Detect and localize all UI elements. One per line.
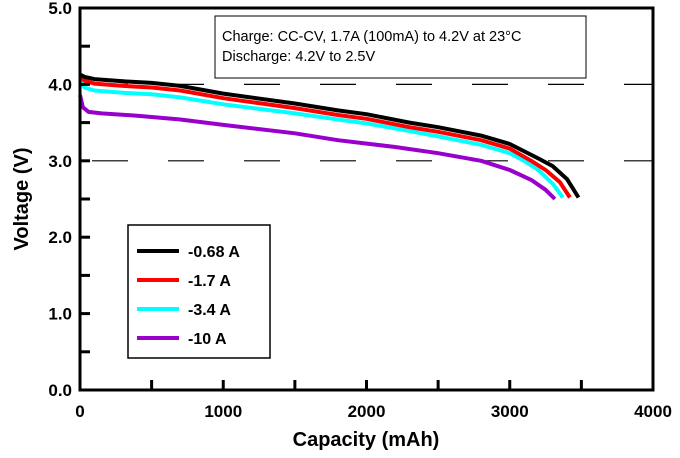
- series-line-068A: [79, 72, 581, 199]
- x-tick-label: 1000: [204, 402, 242, 421]
- annotation-line-1: Charge: CC-CV, 1.7A (100mA) to 4.2V at 2…: [222, 29, 521, 45]
- y-tick-label: 1.0: [48, 305, 72, 324]
- series-line-34A: [78, 79, 565, 199]
- axis-ticks: 0.0 1.0 2.0 3.0 4.0 5.0 0 1000 2000 3000 4000: [48, 0, 672, 421]
- annotation-box: Charge: CC-CV, 1.7A (100mA) to 4.2V at 2…: [214, 15, 587, 79]
- y-axis-label: Voltage (V): [11, 148, 33, 251]
- series-line-10A: [78, 94, 557, 201]
- x-tick-label: 3000: [491, 402, 529, 421]
- x-tick-label: 0: [75, 402, 84, 421]
- x-axis-label: Capacity (mAh): [293, 429, 440, 451]
- annotation-line-2: Discharge: 4.2V to 2.5V: [222, 49, 375, 65]
- y-tick-label: 3.0: [48, 152, 72, 171]
- y-tick-label: 2.0: [48, 228, 72, 247]
- legend-label: -0.68 A: [188, 244, 240, 261]
- series-lines: [78, 72, 581, 201]
- legend-label: -10 A: [188, 331, 227, 348]
- series-line-17A: [78, 73, 572, 199]
- y-tick-label: 4.0: [48, 75, 72, 94]
- x-tick-label: 2000: [348, 402, 386, 421]
- legend-label: -3.4 A: [188, 302, 231, 319]
- x-tick-label: 4000: [634, 402, 672, 421]
- legend-label: -1.7 A: [188, 273, 231, 290]
- legend: -0.68 A -1.7 A -3.4 A -10 A: [127, 224, 271, 359]
- y-tick-label: 5.0: [48, 0, 72, 18]
- y-tick-label: 0.0: [48, 381, 72, 400]
